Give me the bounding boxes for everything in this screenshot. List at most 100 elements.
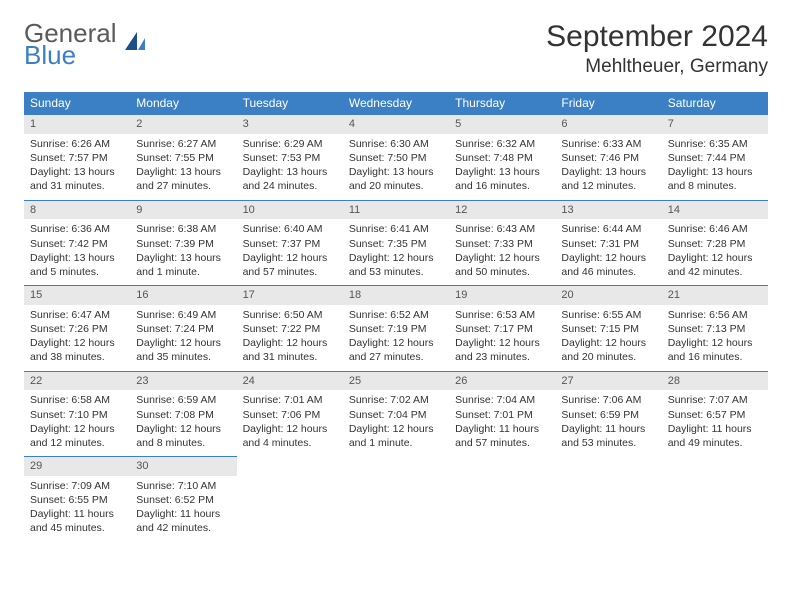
day-cell <box>343 456 449 542</box>
sunset-text: Sunset: 7:24 PM <box>136 322 230 336</box>
day-cell: 12Sunrise: 6:43 AMSunset: 7:33 PMDayligh… <box>449 200 555 286</box>
day-number: 13 <box>555 200 661 220</box>
sunset-text: Sunset: 7:06 PM <box>243 408 337 422</box>
day-content: Sunrise: 7:06 AMSunset: 6:59 PMDaylight:… <box>555 390 661 456</box>
day-headers-row: Sunday Monday Tuesday Wednesday Thursday… <box>24 92 768 114</box>
sunset-text: Sunset: 7:44 PM <box>668 151 762 165</box>
sunrise-text: Sunrise: 7:07 AM <box>668 393 762 407</box>
day-number: 29 <box>24 456 130 476</box>
day-number: 22 <box>24 371 130 391</box>
day-header-friday: Friday <box>555 92 661 114</box>
daylight-text: Daylight: 13 hours and 20 minutes. <box>349 165 443 193</box>
day-header-tuesday: Tuesday <box>237 92 343 114</box>
sail-icon <box>121 28 149 60</box>
day-content: Sunrise: 6:56 AMSunset: 7:13 PMDaylight:… <box>662 305 768 371</box>
day-number: 14 <box>662 200 768 220</box>
day-content: Sunrise: 7:07 AMSunset: 6:57 PMDaylight:… <box>662 390 768 456</box>
day-number: 4 <box>343 114 449 134</box>
day-header-monday: Monday <box>130 92 236 114</box>
sunset-text: Sunset: 7:55 PM <box>136 151 230 165</box>
day-cell <box>555 456 661 542</box>
day-content: Sunrise: 6:38 AMSunset: 7:39 PMDaylight:… <box>130 219 236 285</box>
sunrise-text: Sunrise: 6:52 AM <box>349 308 443 322</box>
day-content: Sunrise: 6:33 AMSunset: 7:46 PMDaylight:… <box>555 134 661 200</box>
day-cell: 4Sunrise: 6:30 AMSunset: 7:50 PMDaylight… <box>343 114 449 200</box>
day-cell: 20Sunrise: 6:55 AMSunset: 7:15 PMDayligh… <box>555 285 661 371</box>
day-number: 21 <box>662 285 768 305</box>
sunset-text: Sunset: 7:15 PM <box>561 322 655 336</box>
daylight-text: Daylight: 13 hours and 27 minutes. <box>136 165 230 193</box>
day-content: Sunrise: 6:47 AMSunset: 7:26 PMDaylight:… <box>24 305 130 371</box>
daylight-text: Daylight: 11 hours and 57 minutes. <box>455 422 549 450</box>
day-number: 5 <box>449 114 555 134</box>
sunset-text: Sunset: 7:50 PM <box>349 151 443 165</box>
week-row: 8Sunrise: 6:36 AMSunset: 7:42 PMDaylight… <box>24 200 768 286</box>
day-number: 1 <box>24 114 130 134</box>
sunrise-text: Sunrise: 6:27 AM <box>136 137 230 151</box>
week-row: 22Sunrise: 6:58 AMSunset: 7:10 PMDayligh… <box>24 371 768 457</box>
sunrise-text: Sunrise: 6:46 AM <box>668 222 762 236</box>
day-content: Sunrise: 6:52 AMSunset: 7:19 PMDaylight:… <box>343 305 449 371</box>
sunset-text: Sunset: 7:28 PM <box>668 237 762 251</box>
day-content: Sunrise: 6:32 AMSunset: 7:48 PMDaylight:… <box>449 134 555 200</box>
day-content: Sunrise: 7:01 AMSunset: 7:06 PMDaylight:… <box>237 390 343 456</box>
day-content: Sunrise: 6:26 AMSunset: 7:57 PMDaylight:… <box>24 134 130 200</box>
day-content: Sunrise: 6:55 AMSunset: 7:15 PMDaylight:… <box>555 305 661 371</box>
day-cell <box>237 456 343 542</box>
daylight-text: Daylight: 13 hours and 8 minutes. <box>668 165 762 193</box>
day-cell: 16Sunrise: 6:49 AMSunset: 7:24 PMDayligh… <box>130 285 236 371</box>
day-content: Sunrise: 6:43 AMSunset: 7:33 PMDaylight:… <box>449 219 555 285</box>
title-block: September 2024 Mehltheuer, Germany <box>546 20 768 78</box>
day-number: 27 <box>555 371 661 391</box>
daylight-text: Daylight: 11 hours and 42 minutes. <box>136 507 230 535</box>
day-cell: 8Sunrise: 6:36 AMSunset: 7:42 PMDaylight… <box>24 200 130 286</box>
day-number: 2 <box>130 114 236 134</box>
week-row: 15Sunrise: 6:47 AMSunset: 7:26 PMDayligh… <box>24 285 768 371</box>
day-content: Sunrise: 7:10 AMSunset: 6:52 PMDaylight:… <box>130 476 236 542</box>
week-row: 1Sunrise: 6:26 AMSunset: 7:57 PMDaylight… <box>24 114 768 200</box>
sunset-text: Sunset: 7:42 PM <box>30 237 124 251</box>
day-cell: 28Sunrise: 7:07 AMSunset: 6:57 PMDayligh… <box>662 371 768 457</box>
sunrise-text: Sunrise: 6:38 AM <box>136 222 230 236</box>
day-content: Sunrise: 6:36 AMSunset: 7:42 PMDaylight:… <box>24 219 130 285</box>
sunset-text: Sunset: 7:39 PM <box>136 237 230 251</box>
daylight-text: Daylight: 12 hours and 16 minutes. <box>668 336 762 364</box>
daylight-text: Daylight: 13 hours and 16 minutes. <box>455 165 549 193</box>
day-number: 12 <box>449 200 555 220</box>
sunrise-text: Sunrise: 6:58 AM <box>30 393 124 407</box>
day-cell: 21Sunrise: 6:56 AMSunset: 7:13 PMDayligh… <box>662 285 768 371</box>
daylight-text: Daylight: 12 hours and 12 minutes. <box>30 422 124 450</box>
daylight-text: Daylight: 12 hours and 1 minute. <box>349 422 443 450</box>
sunset-text: Sunset: 6:55 PM <box>30 493 124 507</box>
daylight-text: Daylight: 13 hours and 1 minute. <box>136 251 230 279</box>
daylight-text: Daylight: 11 hours and 53 minutes. <box>561 422 655 450</box>
day-content: Sunrise: 6:58 AMSunset: 7:10 PMDaylight:… <box>24 390 130 456</box>
daylight-text: Daylight: 12 hours and 57 minutes. <box>243 251 337 279</box>
sunset-text: Sunset: 7:57 PM <box>30 151 124 165</box>
sunrise-text: Sunrise: 7:02 AM <box>349 393 443 407</box>
day-cell: 1Sunrise: 6:26 AMSunset: 7:57 PMDaylight… <box>24 114 130 200</box>
day-cell: 15Sunrise: 6:47 AMSunset: 7:26 PMDayligh… <box>24 285 130 371</box>
day-content: Sunrise: 7:09 AMSunset: 6:55 PMDaylight:… <box>24 476 130 542</box>
day-header-sunday: Sunday <box>24 92 130 114</box>
sunset-text: Sunset: 7:01 PM <box>455 408 549 422</box>
daylight-text: Daylight: 13 hours and 24 minutes. <box>243 165 337 193</box>
day-number: 30 <box>130 456 236 476</box>
day-header-saturday: Saturday <box>662 92 768 114</box>
day-number: 25 <box>343 371 449 391</box>
sunset-text: Sunset: 7:04 PM <box>349 408 443 422</box>
sunset-text: Sunset: 7:13 PM <box>668 322 762 336</box>
sunset-text: Sunset: 7:26 PM <box>30 322 124 336</box>
day-cell: 5Sunrise: 6:32 AMSunset: 7:48 PMDaylight… <box>449 114 555 200</box>
day-cell: 26Sunrise: 7:04 AMSunset: 7:01 PMDayligh… <box>449 371 555 457</box>
day-cell: 19Sunrise: 6:53 AMSunset: 7:17 PMDayligh… <box>449 285 555 371</box>
day-content: Sunrise: 6:49 AMSunset: 7:24 PMDaylight:… <box>130 305 236 371</box>
day-cell: 9Sunrise: 6:38 AMSunset: 7:39 PMDaylight… <box>130 200 236 286</box>
daylight-text: Daylight: 12 hours and 50 minutes. <box>455 251 549 279</box>
day-content: Sunrise: 6:30 AMSunset: 7:50 PMDaylight:… <box>343 134 449 200</box>
day-cell <box>449 456 555 542</box>
calendar-grid: Sunday Monday Tuesday Wednesday Thursday… <box>24 92 768 542</box>
sunrise-text: Sunrise: 6:49 AM <box>136 308 230 322</box>
day-number: 28 <box>662 371 768 391</box>
sunrise-text: Sunrise: 7:04 AM <box>455 393 549 407</box>
